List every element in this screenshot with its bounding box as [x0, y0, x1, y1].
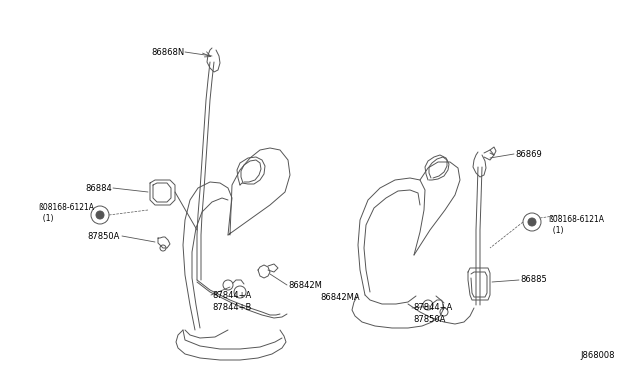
Text: 87844+B: 87844+B — [212, 304, 252, 312]
Text: 86868N: 86868N — [152, 48, 185, 57]
Text: 87850A: 87850A — [413, 315, 445, 324]
Text: 86869: 86869 — [515, 150, 541, 158]
Text: 87844+A: 87844+A — [212, 291, 252, 299]
Text: 86884: 86884 — [85, 183, 112, 192]
Text: J868008: J868008 — [580, 350, 615, 359]
Text: ß08168-6121A
  (1): ß08168-6121A (1) — [548, 215, 604, 235]
Text: 86842M: 86842M — [288, 280, 322, 289]
Text: 87844+A: 87844+A — [413, 304, 452, 312]
Text: 87850A: 87850A — [88, 231, 120, 241]
Circle shape — [96, 211, 104, 219]
Circle shape — [528, 218, 536, 226]
Text: 86842MA: 86842MA — [320, 294, 360, 302]
Text: 86885: 86885 — [520, 276, 547, 285]
Text: ß08168-6121A
  (1): ß08168-6121A (1) — [38, 203, 94, 223]
